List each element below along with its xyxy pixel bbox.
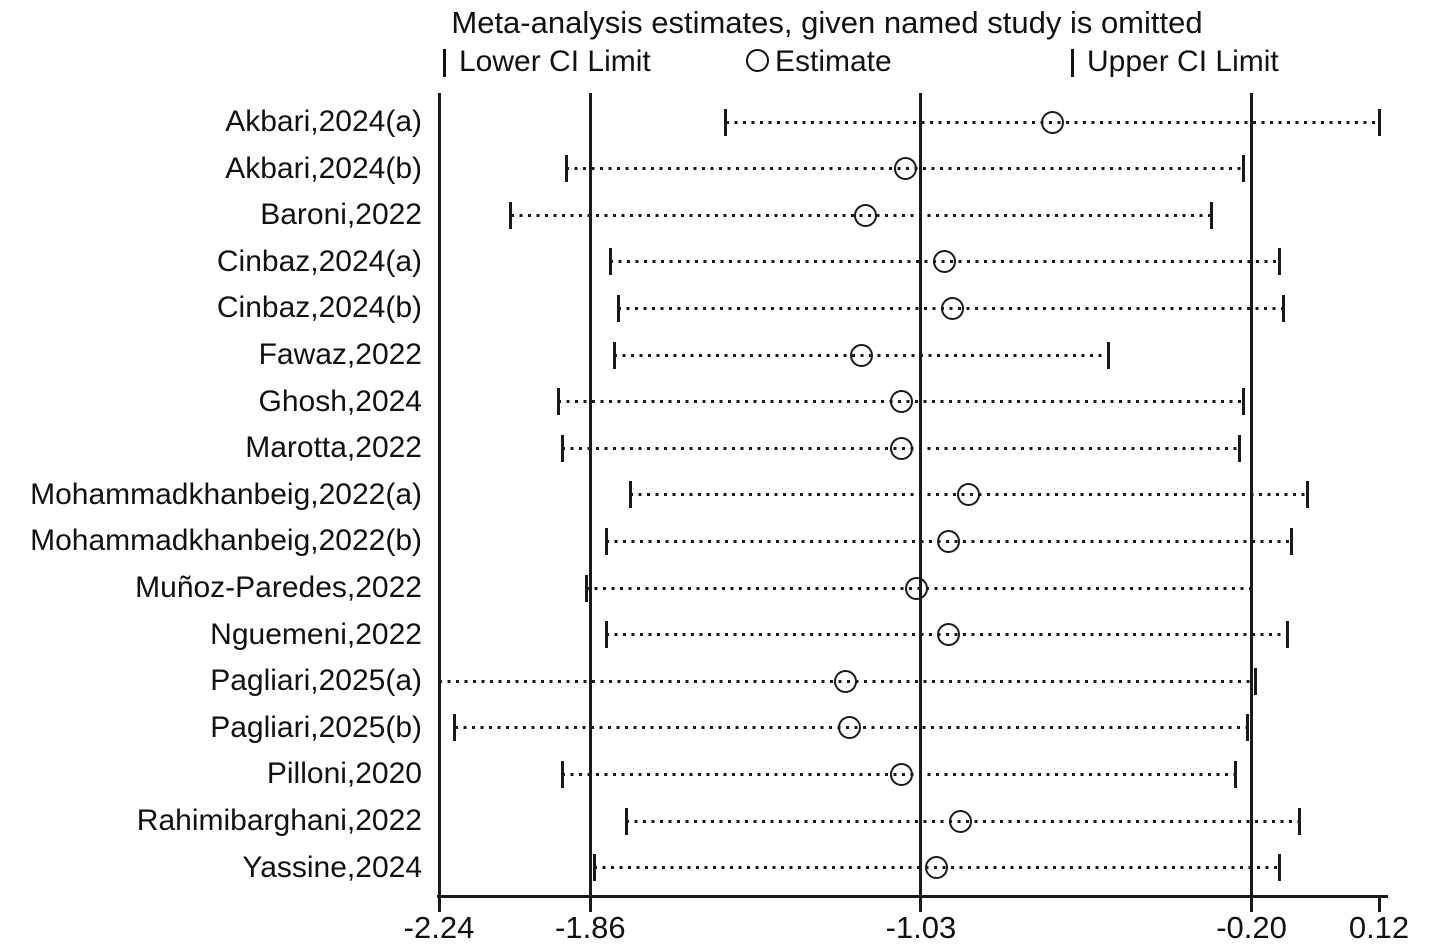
study-label: Fawaz,2022 — [258, 338, 422, 371]
study-label: Nguemeni,2022 — [210, 617, 422, 651]
study-label: Pilloni,2020 — [266, 757, 422, 791]
lower-ci-tick-icon — [592, 854, 596, 882]
x-axis-tick-label: -2.24 — [403, 910, 475, 945]
upper-ci-tick-icon — [1305, 481, 1309, 509]
estimate-circle-icon — [853, 203, 877, 227]
lower-ci-tick-icon — [509, 201, 513, 229]
x-axis-line — [437, 895, 1388, 898]
x-axis-tick-label: -0.20 — [1216, 910, 1287, 945]
estimate-circle-icon — [889, 762, 913, 786]
estimate-circle-icon — [949, 809, 973, 833]
study-label: Rahimibarghani,2022 — [136, 804, 422, 837]
estimate-circle-icon — [1040, 110, 1064, 134]
x-axis-tick — [1250, 898, 1254, 912]
study-label: Cinbaz,2024(b) — [216, 291, 422, 325]
upper-ci-tick-icon — [1106, 341, 1110, 369]
lower-ci-tick-icon — [616, 294, 620, 322]
upper-ci-tick-icon — [1242, 155, 1246, 183]
x-axis-tick-label: 0.12 — [1348, 910, 1410, 945]
estimate-circle-icon — [849, 343, 873, 367]
estimate-circle-icon — [957, 483, 981, 507]
estimate-circle-icon — [925, 856, 949, 880]
estimate-circle-icon — [933, 250, 957, 274]
lower-ci-tick-icon — [453, 714, 457, 742]
estimate-circle-icon — [905, 576, 929, 600]
study-label: Mohammadkhanbeig,2022(b) — [30, 524, 422, 558]
study-label: Ghosh,2024 — [258, 384, 422, 418]
study-label: Mohammadkhanbeig,2022(a) — [30, 477, 422, 511]
chart-title: Meta-analysis estimates, given named stu… — [451, 5, 1203, 40]
estimate-circle-icon — [937, 623, 961, 647]
upper-ci-tick-icon — [1289, 527, 1293, 555]
lower-ci-tick-icon — [560, 760, 564, 788]
lower-ci-tick-icon — [560, 434, 564, 462]
study-label: Yassine,2024 — [242, 850, 422, 884]
legend-lower-label: Lower CI Limit — [459, 45, 651, 78]
legend-estimate-label: Estimate — [775, 45, 892, 78]
upper-ci-tick-icon — [1238, 434, 1242, 462]
x-axis-tick-label: -1.86 — [555, 910, 626, 945]
study-label: Baroni,2022 — [260, 198, 422, 232]
lower-ci-tick-icon — [628, 481, 632, 509]
lower-ci-tick-icon — [608, 248, 612, 276]
study-label: Akbari,2024(a) — [225, 105, 422, 138]
upper-ci-tick-icon — [1210, 201, 1214, 229]
study-label: Cinbaz,2024(a) — [216, 244, 422, 278]
x-axis-tick — [437, 898, 441, 912]
x-axis-tick — [919, 898, 923, 912]
upper-ci-tick-icon — [1277, 248, 1281, 276]
estimate-circle-icon — [941, 296, 965, 320]
lower-ci-tick-icon — [443, 49, 446, 77]
legend-upper-label: Upper CI Limit — [1087, 45, 1279, 78]
x-axis-tick — [1377, 898, 1381, 912]
estimate-circle-icon — [937, 529, 961, 553]
upper-ci-tick-icon — [1250, 574, 1254, 602]
estimate-circle-icon — [746, 49, 769, 72]
upper-ci-tick-icon — [1246, 714, 1250, 742]
lower-ci-tick-icon — [584, 574, 588, 602]
upper-ci-tick-icon — [1281, 294, 1285, 322]
upper-ci-tick-icon — [1285, 621, 1289, 649]
upper-ci-tick-icon — [1297, 807, 1301, 835]
lower-ci-tick-icon — [604, 527, 608, 555]
lower-ci-tick-icon — [612, 341, 616, 369]
y-axis-line — [437, 93, 441, 895]
upper-ci-tick-icon — [1277, 854, 1281, 882]
x-axis-tick — [588, 898, 592, 912]
lower-ci-tick-icon — [724, 108, 728, 136]
lower-ci-tick-icon — [624, 807, 628, 835]
study-label: Pagliari,2025(a) — [210, 664, 422, 698]
study-label: Pagliari,2025(b) — [210, 710, 422, 744]
lower-ci-tick-icon — [437, 667, 441, 695]
estimate-circle-icon — [837, 716, 861, 740]
lower-ci-tick-icon — [564, 155, 568, 183]
lower-ci-tick-icon — [604, 621, 608, 649]
upper-ci-tick-icon — [1234, 760, 1238, 788]
estimate-circle-icon — [889, 436, 913, 460]
x-axis-tick-label: -1.03 — [885, 910, 957, 945]
upper-ci-tick-icon — [1254, 667, 1258, 695]
study-label: Muñoz-Paredes,2022 — [135, 571, 422, 604]
study-label: Akbari,2024(b) — [225, 151, 422, 185]
reference-line — [588, 93, 592, 895]
upper-ci-tick-icon — [1242, 388, 1246, 416]
study-label: Marotta,2022 — [245, 431, 422, 465]
estimate-circle-icon — [893, 157, 917, 181]
upper-ci-tick-icon — [1071, 49, 1074, 77]
lower-ci-tick-icon — [556, 388, 560, 416]
upper-ci-tick-icon — [1377, 108, 1381, 136]
estimate-circle-icon — [889, 390, 913, 414]
estimate-circle-icon — [833, 669, 857, 693]
